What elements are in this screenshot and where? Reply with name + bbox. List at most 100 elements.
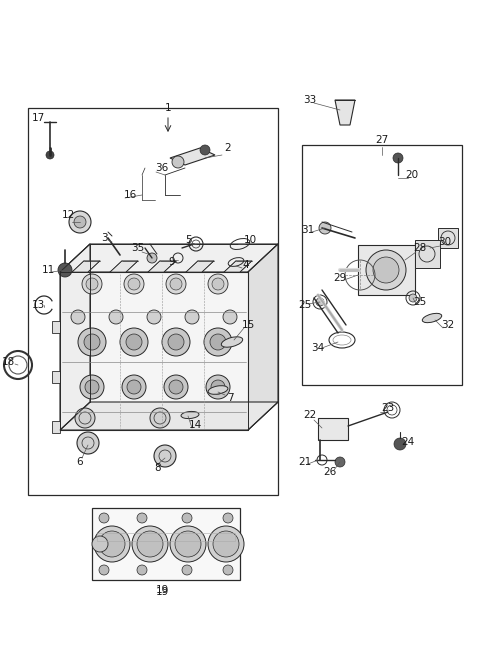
Bar xyxy=(28,108,278,495)
Circle shape xyxy=(58,263,72,277)
Polygon shape xyxy=(148,261,176,272)
Circle shape xyxy=(69,211,91,233)
Circle shape xyxy=(80,375,104,399)
Circle shape xyxy=(206,375,230,399)
Polygon shape xyxy=(415,240,440,268)
Circle shape xyxy=(223,513,233,523)
Circle shape xyxy=(75,408,95,428)
Text: 19: 19 xyxy=(156,587,168,597)
Text: 17: 17 xyxy=(31,113,45,123)
Text: 11: 11 xyxy=(41,265,55,275)
Text: 36: 36 xyxy=(156,163,168,173)
Circle shape xyxy=(71,310,85,324)
Circle shape xyxy=(137,513,147,523)
Polygon shape xyxy=(60,402,278,430)
Circle shape xyxy=(393,153,403,163)
Polygon shape xyxy=(438,228,458,248)
Circle shape xyxy=(46,151,54,159)
Text: 35: 35 xyxy=(132,243,144,253)
Text: 5: 5 xyxy=(185,235,192,245)
Circle shape xyxy=(170,278,182,290)
Circle shape xyxy=(185,310,199,324)
Circle shape xyxy=(208,526,244,562)
Circle shape xyxy=(99,565,109,575)
Text: 31: 31 xyxy=(301,225,314,235)
Polygon shape xyxy=(72,261,100,272)
Polygon shape xyxy=(52,421,60,433)
Circle shape xyxy=(126,334,142,350)
Circle shape xyxy=(82,274,102,294)
Circle shape xyxy=(170,526,206,562)
Circle shape xyxy=(169,380,183,394)
Text: 24: 24 xyxy=(401,437,415,447)
Circle shape xyxy=(154,445,176,467)
Text: 2: 2 xyxy=(225,143,231,153)
Bar xyxy=(318,418,348,440)
Circle shape xyxy=(86,278,98,290)
Circle shape xyxy=(99,513,109,523)
Ellipse shape xyxy=(221,337,243,347)
Circle shape xyxy=(109,310,123,324)
Bar xyxy=(302,145,462,385)
Circle shape xyxy=(74,216,86,228)
Text: 3: 3 xyxy=(101,233,108,243)
Circle shape xyxy=(147,310,161,324)
Circle shape xyxy=(124,274,144,294)
Circle shape xyxy=(84,334,100,350)
Text: 34: 34 xyxy=(312,343,324,353)
Bar xyxy=(92,508,240,580)
Text: 20: 20 xyxy=(406,170,419,180)
Circle shape xyxy=(122,375,146,399)
Ellipse shape xyxy=(422,314,442,323)
Text: 21: 21 xyxy=(299,457,312,467)
Circle shape xyxy=(204,328,232,356)
Circle shape xyxy=(373,257,399,283)
Text: 23: 23 xyxy=(382,403,395,413)
Circle shape xyxy=(166,274,186,294)
Polygon shape xyxy=(60,272,248,430)
Text: 32: 32 xyxy=(442,320,455,330)
Polygon shape xyxy=(186,261,214,272)
Text: 30: 30 xyxy=(438,237,452,247)
Circle shape xyxy=(319,222,331,234)
Text: 13: 13 xyxy=(31,300,45,310)
Circle shape xyxy=(94,526,130,562)
Circle shape xyxy=(164,375,188,399)
Polygon shape xyxy=(60,244,90,430)
Circle shape xyxy=(223,310,237,324)
Text: 14: 14 xyxy=(188,420,202,430)
Bar xyxy=(97,533,235,541)
Polygon shape xyxy=(110,261,138,272)
Circle shape xyxy=(137,565,147,575)
Circle shape xyxy=(127,380,141,394)
Text: 18: 18 xyxy=(1,357,14,367)
Text: 10: 10 xyxy=(243,235,257,245)
Circle shape xyxy=(162,328,190,356)
Circle shape xyxy=(211,380,225,394)
Polygon shape xyxy=(170,148,215,165)
Circle shape xyxy=(409,294,417,302)
Polygon shape xyxy=(335,100,355,125)
Text: 16: 16 xyxy=(123,190,137,200)
Text: 25: 25 xyxy=(413,297,427,307)
Circle shape xyxy=(92,536,108,552)
Circle shape xyxy=(182,513,192,523)
Circle shape xyxy=(78,328,106,356)
Polygon shape xyxy=(358,245,415,295)
Polygon shape xyxy=(52,371,60,383)
Circle shape xyxy=(132,526,168,562)
Circle shape xyxy=(394,438,406,450)
Circle shape xyxy=(223,565,233,575)
Circle shape xyxy=(168,334,184,350)
Text: 9: 9 xyxy=(168,257,175,267)
Circle shape xyxy=(175,531,201,557)
Polygon shape xyxy=(248,244,278,430)
Text: 12: 12 xyxy=(61,210,74,220)
Ellipse shape xyxy=(181,411,199,419)
Text: 4: 4 xyxy=(243,260,249,270)
Circle shape xyxy=(147,253,157,263)
Circle shape xyxy=(213,531,239,557)
Text: 15: 15 xyxy=(241,320,254,330)
Text: 6: 6 xyxy=(77,457,84,467)
Text: 8: 8 xyxy=(155,463,161,473)
